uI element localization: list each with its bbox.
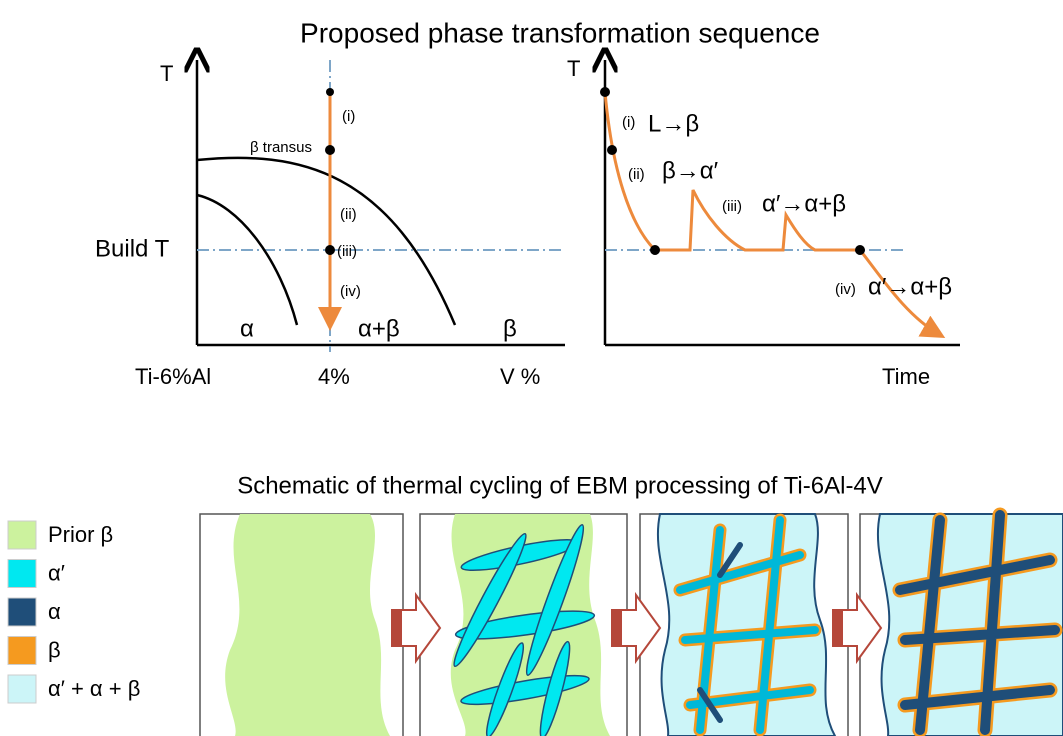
region-label: β [503,315,517,342]
x-label: Ti-6%Al [135,364,211,389]
step-label: (i) [342,108,355,125]
axis-label: T [160,61,173,86]
bottom-title: Schematic of thermal cycling of EBM proc… [237,472,883,499]
step-label: (ii) [340,206,357,223]
legend-swatch [8,521,36,549]
step-label: (iii) [337,243,357,260]
x-label: 4% [318,364,350,389]
top-title: Proposed phase transformation sequence [300,17,820,48]
region-label: α [240,315,254,342]
reaction: α′→α+β [868,273,952,300]
axis-label: Time [882,364,930,389]
phase-diagram: T β transus Build T α α+β β Ti-6%Al 4% V… [95,60,565,389]
transus-label: β transus [250,139,312,156]
legend: Prior β α′ αβ α′ + α + β [8,521,140,703]
reaction: β→α′ [662,157,719,184]
legend-swatch [8,598,36,626]
step-tag: (iii) [722,198,742,215]
region-label: α+β [358,315,400,342]
cooling-curve: T Time (i) L→β (ii) β→α′ (iii) α′→α+β (i… [567,56,960,389]
legend-label: β [48,637,61,662]
reaction: L→β [648,110,699,137]
legend-swatch [8,675,36,703]
step-tag: (i) [622,114,635,131]
legend-swatch [8,560,36,588]
legend-label: α′ + α + β [48,676,140,701]
build-label: Build T [95,235,170,262]
legend-label: Prior β [48,522,113,547]
x-label: V % [500,364,540,389]
legend-label: α′ [48,560,65,585]
step-tag: (iv) [835,281,856,298]
panels [200,514,1063,736]
step-tag: (ii) [628,166,645,183]
reaction: α′→α+β [762,190,846,217]
legend-swatch [8,637,36,665]
axis-label: T [567,56,580,81]
figure: Proposed phase transformation sequence T… [0,0,1063,736]
step-label: (iv) [340,283,361,300]
legend-label: α [48,599,61,624]
